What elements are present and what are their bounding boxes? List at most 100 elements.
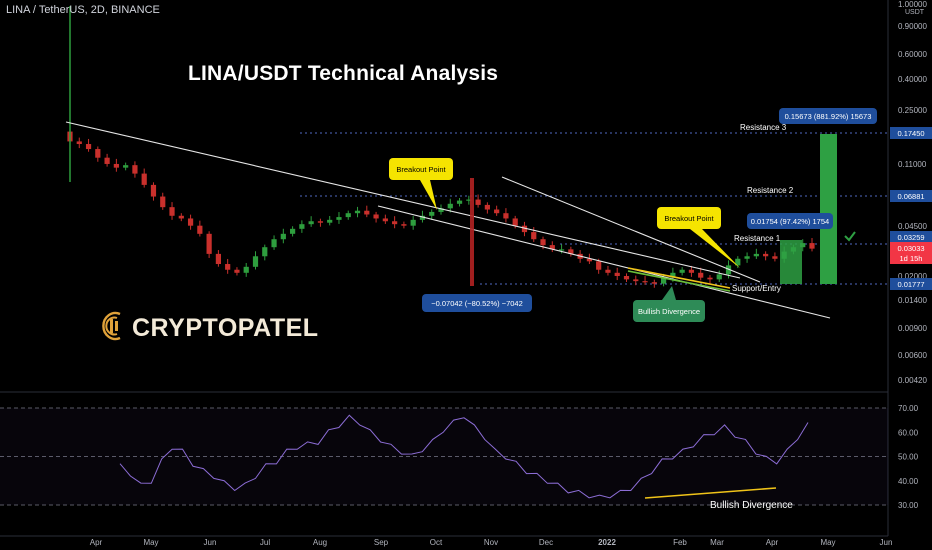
candle-body [716, 274, 722, 280]
candle-body [725, 265, 732, 275]
breakout-callout-pointer [420, 180, 437, 210]
brand-logo: CRYPTOPATEL [98, 308, 319, 349]
y-tick-label: 0.00900 [898, 324, 927, 333]
divergence-callout-text: Bullish Divergence [638, 307, 700, 316]
x-tick-label: Apr [766, 538, 779, 547]
price-tag-bg [890, 231, 932, 243]
price-tag-bg [890, 242, 932, 254]
x-tick-label: Oct [430, 538, 443, 547]
x-tick-label: Mar [710, 538, 724, 547]
candle-body [763, 253, 769, 257]
rsi-tick-label: 60.00 [898, 428, 919, 437]
price-tag-bg [890, 190, 932, 202]
breakout-callout: Breakout Point [389, 158, 453, 180]
rsi-pane: Bullish Divergence [0, 407, 888, 511]
x-tick-label: Aug [313, 538, 327, 547]
y-tick-label: 1.00000 [898, 0, 927, 9]
measure-callout: −0.07042 (−80.52%) −7042 [422, 294, 532, 312]
candle-body [169, 207, 175, 216]
divergence-callout: Bullish Divergence [633, 300, 705, 322]
measure-callout: 0.01754 (97.42%) 1754 [747, 213, 833, 229]
candle-body [132, 165, 138, 174]
candle-body [336, 217, 342, 220]
candle-body [605, 269, 611, 273]
price-tag-label: 0.03033 [897, 244, 924, 253]
candle-body [392, 221, 398, 225]
x-tick-label: Nov [484, 538, 498, 547]
y-unit-label: USDT [905, 9, 925, 16]
y-tick-label: 0.11000 [898, 160, 927, 169]
candle-body [438, 208, 444, 212]
price-tag-label: 0.03259 [897, 233, 924, 242]
level-label: Support/Entry [732, 284, 781, 293]
price-tag-label: 1d 15h [900, 254, 923, 263]
candle-body [540, 239, 546, 246]
x-tick-label: May [820, 538, 835, 547]
candle-body [772, 256, 778, 259]
candle-body [364, 210, 370, 215]
candle-body [327, 219, 333, 223]
breakout-callout-text: Breakout Point [664, 214, 714, 223]
candle-body [113, 163, 119, 168]
candle-body [614, 272, 620, 276]
y-tick-label: 0.60000 [898, 50, 927, 59]
price-tag-label: 0.01777 [897, 280, 924, 289]
candle-body [373, 214, 379, 219]
candle-body [670, 272, 676, 278]
candle-body [744, 256, 750, 259]
candle-body [633, 279, 639, 282]
candle-body [76, 141, 82, 145]
candle-body [503, 213, 509, 219]
measure-callout-text: 0.15673 (881.92%) 15673 [785, 112, 872, 121]
candle-body [123, 165, 129, 168]
y-tick-label: 0.00600 [898, 351, 927, 360]
rsi-line [119, 414, 809, 499]
y-tick-label: 0.00420 [898, 376, 927, 385]
measure-range-bar [820, 134, 837, 284]
price-pane: Resistance 3 Resistance 2 Resistance 1 Supp… [65, 6, 888, 322]
candle-body [484, 204, 490, 210]
breakout-callout: Breakout Point [657, 207, 721, 229]
price-tag-label: 0.06881 [897, 192, 924, 201]
rsi-band-fill [0, 408, 888, 505]
brand-name: CRYPTOPATEL [132, 314, 319, 342]
measure-callout: 0.15673 (881.92%) 15673 [779, 108, 877, 124]
grid-layer [0, 0, 889, 537]
rsi-tick-label: 30.00 [898, 501, 919, 510]
breakout-callout-text: Breakout Point [396, 165, 446, 174]
price-tag-label: 0.17450 [897, 129, 924, 138]
rsi-tick-label: 50.00 [898, 453, 919, 462]
candle-body [290, 228, 296, 234]
x-tick-label: May [143, 538, 158, 547]
candle-body [447, 203, 453, 209]
candle-body [317, 221, 324, 223]
y-tick-label: 0.40000 [898, 75, 927, 84]
candle-body [382, 218, 388, 222]
candle-body [753, 253, 759, 257]
candle-body [586, 258, 592, 262]
rsi-tick-label: 70.00 [898, 404, 919, 413]
candle-body [531, 232, 537, 240]
breakout-callout-box [657, 207, 721, 229]
trendline-falling-wedge-bottom [377, 205, 831, 319]
candle-body [187, 218, 194, 226]
candle-body [688, 269, 695, 273]
x-tick-label: Jun [204, 538, 217, 547]
breakout-callout-pointer [690, 229, 740, 268]
candle-body [800, 243, 806, 248]
candle-body [809, 243, 815, 249]
candle-body [419, 215, 426, 220]
candle-body [661, 277, 667, 284]
x-tick-label: Sep [374, 538, 389, 547]
trendline-upper [65, 121, 741, 279]
candle-body [707, 277, 713, 280]
candle-body [456, 200, 463, 204]
x-tick-label: Feb [673, 538, 687, 547]
x-tick-label: Dec [539, 538, 553, 547]
candle-body [252, 256, 259, 267]
drawdown-range-bar [470, 178, 474, 286]
level-label: Resistance 1 [734, 234, 781, 243]
y-tick-label: 0.04500 [898, 222, 927, 231]
x-tick-label: Jun [880, 538, 893, 547]
